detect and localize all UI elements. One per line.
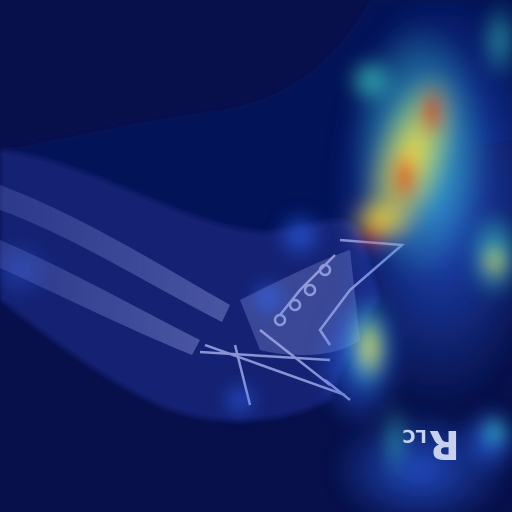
marker-primary: R bbox=[428, 421, 460, 467]
laterality-marker: R LC bbox=[402, 404, 460, 467]
marker-secondary: LC bbox=[402, 425, 427, 446]
